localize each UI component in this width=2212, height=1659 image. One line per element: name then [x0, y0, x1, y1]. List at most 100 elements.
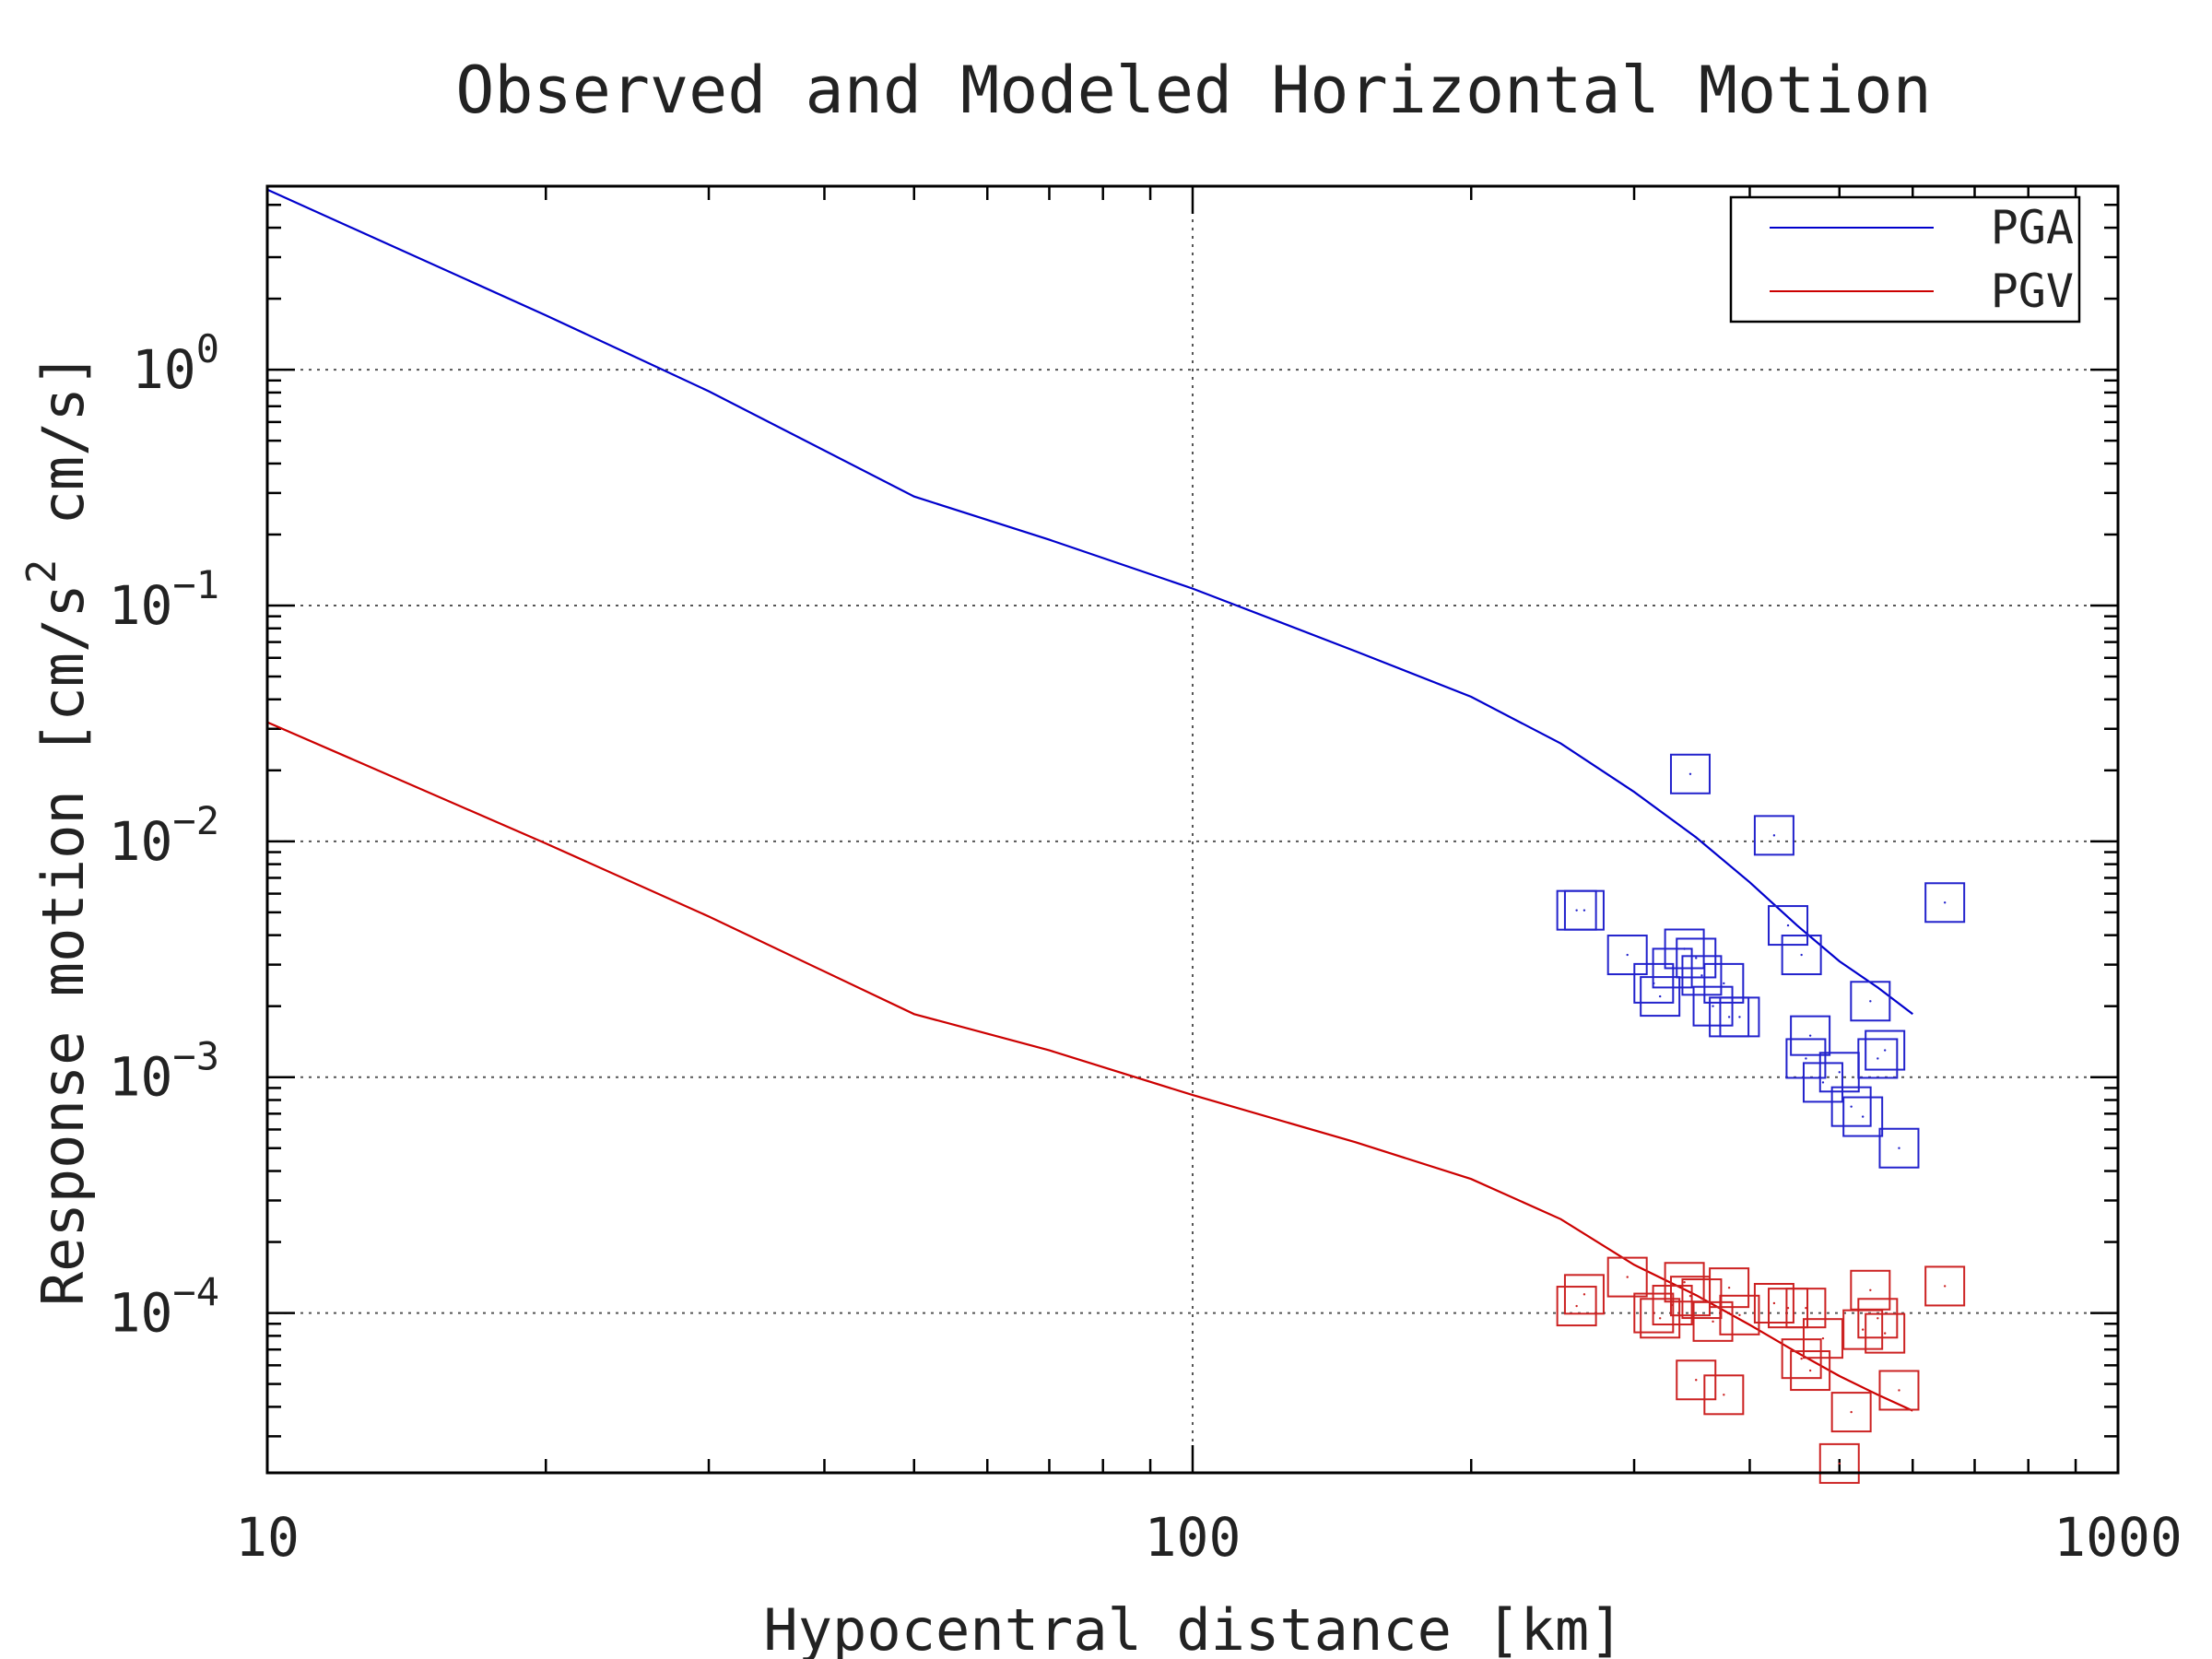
legend-box	[1729, 195, 2081, 324]
data-point-center	[1688, 772, 1692, 775]
data-point-center	[1683, 947, 1686, 950]
x-axis-label: Hypocentral distance [km]	[763, 1596, 1623, 1659]
data-point	[1768, 905, 1809, 947]
data-point-center	[1700, 974, 1703, 977]
legend-label-pgv: PGV	[1991, 265, 2074, 318]
y-tick-label: 10−4	[109, 1270, 219, 1345]
data-point	[1865, 1030, 1906, 1071]
data-point-center	[1772, 1301, 1776, 1305]
data-point-center	[1883, 1332, 1887, 1335]
data-point	[1703, 1374, 1745, 1416]
data-point	[1857, 1298, 1899, 1339]
data-point-center	[1943, 1285, 1947, 1288]
data-point-center	[1738, 1313, 1741, 1317]
data-point-center	[1772, 834, 1776, 837]
y-axis-label-superscript: 2	[18, 559, 65, 584]
data-point	[1676, 937, 1717, 979]
data-point-center	[1861, 1328, 1865, 1331]
data-point-center	[1583, 1293, 1586, 1296]
data-point-center	[1805, 1057, 1807, 1060]
data-point	[1857, 1038, 1899, 1079]
y-tick-label-exponent: −1	[172, 562, 219, 607]
data-point-center	[1583, 909, 1586, 912]
data-point	[1664, 928, 1705, 970]
data-point-center	[1943, 901, 1947, 904]
data-point	[1781, 935, 1822, 976]
data-point-center	[1671, 1303, 1674, 1307]
data-point	[1865, 1312, 1906, 1354]
x-tick-label: 100	[1145, 1506, 1241, 1569]
data-point	[1878, 1370, 1920, 1411]
data-point-center	[1712, 1005, 1714, 1007]
data-point-center	[1821, 1336, 1825, 1340]
data-point	[1719, 1294, 1760, 1335]
data-point	[1842, 1096, 1884, 1137]
data-point	[1709, 1267, 1750, 1309]
data-point-center	[1712, 1320, 1714, 1324]
y-tick-label-exponent: 0	[196, 326, 219, 371]
data-point	[1606, 1256, 1648, 1298]
marker-group	[1556, 1256, 1966, 1484]
data-point-center	[1658, 1317, 1662, 1320]
legend: PGA PGV	[1729, 195, 2081, 324]
data-point	[1556, 1286, 1597, 1327]
data-point	[1640, 976, 1681, 1018]
data-point	[1802, 1062, 1843, 1103]
y-tick-label: 10−2	[109, 798, 219, 873]
data-point	[1924, 1265, 1966, 1307]
data-point-center	[1869, 1000, 1872, 1003]
marker-group	[1556, 753, 1966, 1169]
data-point-center	[1727, 1286, 1731, 1289]
data-point-center	[1575, 1304, 1578, 1308]
data-point	[1850, 981, 1891, 1022]
data-point	[1669, 753, 1711, 794]
data-point	[1830, 1392, 1872, 1433]
data-point	[1692, 1300, 1734, 1342]
data-point-center	[1838, 1071, 1841, 1074]
y-tick-label-base: 10	[132, 338, 196, 401]
data-point-center	[1808, 1369, 1812, 1372]
data-point	[1785, 1038, 1827, 1079]
y-tick-label-base: 10	[109, 1282, 173, 1345]
data-point-center	[1898, 1147, 1900, 1149]
y-tick-label: 10−1	[109, 562, 219, 637]
data-point-center	[1683, 1281, 1686, 1284]
data-point-center	[1626, 1276, 1629, 1278]
x-tick-label: 1000	[2053, 1506, 2183, 1569]
data-point	[1790, 1350, 1831, 1392]
series-line-pgv	[266, 721, 1913, 1412]
y-tick-label-base: 10	[109, 1046, 173, 1109]
data-point	[1703, 962, 1745, 1004]
data-point	[1652, 1285, 1693, 1326]
data-point-center	[1727, 1016, 1731, 1018]
data-point-center	[1786, 924, 1790, 927]
data-point-center	[1738, 1016, 1741, 1018]
data-point-center	[1800, 953, 1803, 957]
data-point	[1802, 1318, 1843, 1359]
data-point-center	[1861, 1115, 1865, 1118]
data-point	[1640, 1298, 1681, 1339]
data-point	[1692, 985, 1734, 1027]
data-point-center	[1898, 1389, 1900, 1392]
data-point	[1681, 1278, 1723, 1320]
data-point-center	[1688, 1294, 1692, 1298]
y-axis-label-prefix: Response motion [cm/s	[29, 583, 97, 1306]
data-point	[1563, 889, 1605, 931]
series-line-pga	[266, 188, 1913, 1016]
data-point-center	[1626, 953, 1629, 957]
y-tick-label-exponent: −2	[172, 798, 219, 843]
data-point-center	[1723, 1394, 1725, 1396]
grid-lines	[267, 186, 2118, 1473]
data-point-center	[1658, 994, 1662, 998]
data-point	[1790, 1015, 1831, 1056]
data-point-center	[1877, 1057, 1879, 1060]
data-point-center	[1695, 957, 1698, 959]
series-layer	[266, 188, 1966, 1484]
chart-title: Observed and Modeled Horizontal Motion	[455, 53, 1931, 128]
data-point-center	[1877, 1317, 1879, 1320]
data-point	[1818, 1442, 1860, 1484]
data-point	[1753, 1282, 1794, 1324]
data-point-center	[1805, 1306, 1807, 1310]
y-tick-label-base: 10	[109, 574, 173, 637]
